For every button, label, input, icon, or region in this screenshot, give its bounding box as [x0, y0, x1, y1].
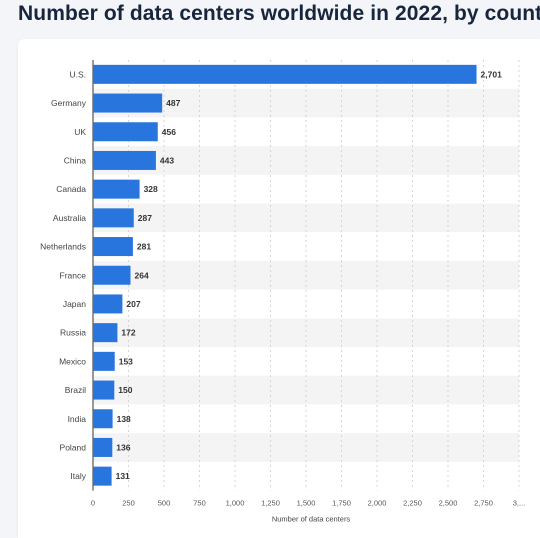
x-tick-label: 0 — [91, 499, 95, 508]
x-axis-title: Number of data centers — [272, 515, 351, 524]
category-label: Japan — [63, 299, 86, 309]
category-label: Mexico — [59, 356, 86, 366]
category-label: Russia — [60, 328, 86, 338]
value-label: 172 — [121, 328, 135, 338]
bar-brazil — [93, 380, 115, 400]
value-label: 264 — [134, 270, 148, 280]
value-label: 281 — [137, 242, 151, 252]
chart-title: Number of data centers worldwide in 2022… — [18, 2, 540, 25]
x-tick-label: 250 — [122, 499, 135, 508]
bar-mexico — [93, 351, 115, 371]
category-label: China — [64, 155, 86, 165]
x-tick-label: 1,500 — [297, 499, 316, 508]
category-label: Brazil — [65, 385, 86, 395]
row-stripe — [93, 318, 519, 347]
bar-germany — [93, 93, 163, 113]
row-stripe — [93, 88, 519, 118]
category-label: Germany — [51, 98, 87, 108]
bar-france — [93, 265, 131, 285]
bar-canada — [93, 179, 140, 199]
bar-netherlands — [93, 237, 133, 257]
x-tick-label: 2,000 — [368, 499, 387, 508]
x-tick-label: 1,250 — [261, 499, 280, 508]
value-label: 131 — [116, 471, 130, 481]
x-tick-label: 3,... — [513, 499, 526, 508]
bar-uk — [93, 122, 158, 142]
x-tick-label: 2,250 — [403, 499, 422, 508]
category-label: Netherlands — [40, 242, 86, 252]
value-label: 150 — [118, 385, 132, 395]
category-label: UK — [74, 127, 86, 137]
value-label: 2,701 — [481, 69, 503, 79]
x-tick-label: 1,000 — [226, 499, 245, 508]
x-tick-label: 2,750 — [474, 499, 493, 508]
bar-australia — [93, 208, 134, 228]
category-label: U.S. — [69, 69, 86, 79]
x-tick-label: 2,500 — [439, 499, 458, 508]
bar-u-s — [93, 64, 477, 84]
row-stripe — [93, 203, 519, 233]
bar-india — [93, 409, 113, 429]
value-label: 153 — [119, 356, 133, 366]
category-label: Canada — [56, 184, 86, 194]
value-label: 207 — [126, 299, 140, 309]
row-stripe — [93, 433, 519, 462]
x-tick-label: 1,750 — [332, 499, 351, 508]
value-label: 138 — [117, 414, 131, 424]
bar-russia — [93, 323, 118, 343]
x-tick-label: 750 — [193, 499, 206, 508]
category-label: Poland — [60, 442, 87, 452]
value-label: 456 — [162, 127, 176, 137]
bar-japan — [93, 294, 123, 314]
value-label: 487 — [166, 98, 180, 108]
category-label: Australia — [53, 213, 86, 223]
value-label: 443 — [160, 155, 174, 165]
category-label: India — [68, 414, 87, 424]
value-label: 287 — [138, 213, 152, 223]
x-tick-label: 500 — [158, 499, 171, 508]
bar-china — [93, 150, 156, 170]
value-label: 328 — [144, 184, 158, 194]
bar-italy — [93, 466, 112, 486]
value-label: 136 — [116, 442, 130, 452]
category-label: Italy — [70, 471, 86, 481]
category-label: France — [60, 270, 87, 280]
bar-poland — [93, 437, 113, 457]
